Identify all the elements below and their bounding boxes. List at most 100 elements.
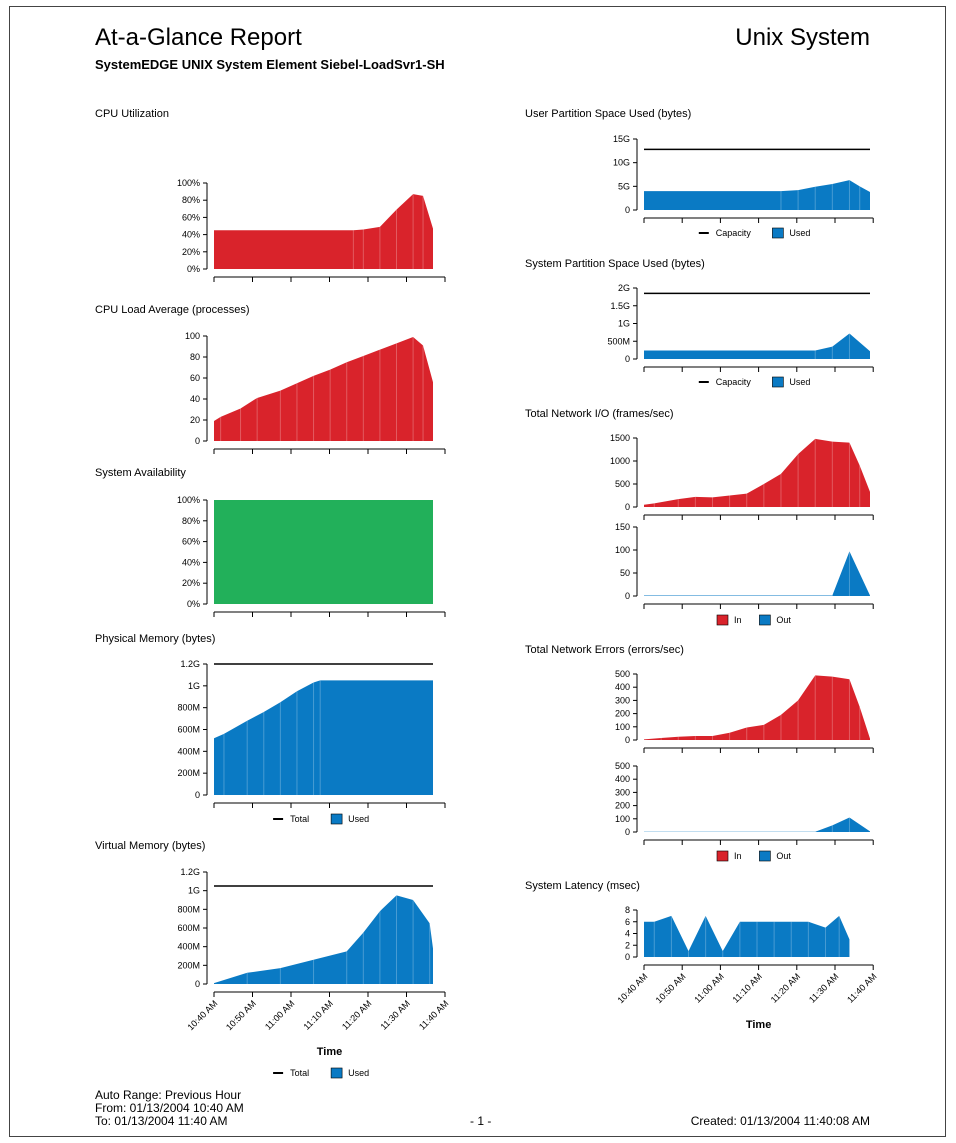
area-series	[644, 438, 870, 507]
area-series	[644, 333, 870, 359]
y-tick-label: 1500	[610, 433, 630, 443]
x-axis-title: Time	[746, 1019, 771, 1031]
y-tick-label: 600M	[177, 725, 200, 735]
legend-box-swatch	[759, 850, 771, 862]
y-tick-label: 200	[615, 709, 630, 719]
x-tick-label: 11:40 AM	[417, 998, 450, 1031]
report-frame	[9, 6, 946, 1137]
x-tick-label: 10:40 AM	[615, 971, 649, 1005]
legend-label: In	[734, 615, 742, 625]
y-tick-label: 0	[625, 952, 630, 962]
system-type: Unix System	[735, 24, 870, 51]
chart-title-latency: System Latency (msec)	[525, 880, 640, 892]
legend-box-swatch	[772, 227, 784, 239]
y-tick-label: 0	[625, 354, 630, 364]
chart-cpu-util: 0% 20% 40% 60% 80% 100%	[177, 178, 446, 282]
y-tick-label: 100%	[177, 495, 200, 505]
legend-box-swatch	[330, 1067, 343, 1079]
y-tick-label: 2	[625, 940, 630, 950]
legend-box-swatch	[772, 376, 784, 388]
area-series	[214, 895, 433, 984]
legend-label: Used	[789, 228, 810, 238]
x-tick-label: 11:40 AM	[845, 971, 878, 1004]
legend-label: In	[734, 851, 742, 861]
y-tick-label: 800M	[177, 703, 200, 713]
x-tick-label: 11:10 AM	[731, 971, 764, 1004]
y-tick-label: 400M	[177, 942, 200, 952]
y-tick-label: 300	[615, 695, 630, 705]
y-tick-label: 1G	[618, 319, 630, 329]
area-series	[214, 680, 433, 795]
area-series	[214, 194, 433, 269]
y-tick-label: 100	[615, 722, 630, 732]
legend-label: Out	[776, 615, 791, 625]
y-tick-label: 0	[195, 979, 200, 989]
chart-sys-part: 0 500M 1G 1.5G 2G Capacity Used	[607, 283, 874, 388]
y-tick-label: 60%	[182, 537, 200, 547]
area-series	[644, 551, 870, 596]
legend-label: Used	[348, 814, 369, 824]
x-tick-label: 11:00 AM	[263, 998, 296, 1031]
y-tick-label: 100%	[177, 178, 200, 188]
legend-box-swatch	[716, 614, 729, 626]
legend-box-swatch	[716, 850, 729, 862]
y-tick-label: 1G	[188, 886, 200, 896]
y-tick-label: 0	[195, 790, 200, 800]
y-tick-label: 0	[625, 735, 630, 745]
y-tick-label: 200	[615, 801, 630, 811]
y-tick-label: 0	[625, 502, 630, 512]
y-tick-label: 100	[185, 331, 200, 341]
chart-net-io-in: 0 500 1000 1500	[610, 433, 874, 520]
chart-net-err-in: 0 100 200 300 400 500	[615, 669, 874, 753]
legend-label: Used	[789, 377, 810, 387]
y-tick-label: 20%	[182, 247, 200, 257]
y-tick-label: 1.2G	[180, 867, 200, 877]
chart-title-net-io: Total Network I/O (frames/sec)	[525, 408, 674, 420]
y-tick-label: 0	[625, 205, 630, 215]
x-tick-label: 11:10 AM	[301, 998, 334, 1031]
y-tick-label: 400	[615, 774, 630, 784]
y-tick-label: 300	[615, 787, 630, 797]
y-tick-label: 1.2G	[180, 659, 200, 669]
chart-net-err-out: 0 100 200 300 400 500 In Out	[615, 761, 874, 862]
y-tick-label: 500	[615, 669, 630, 679]
chart-user-part: 0 5G 10G 15G Capacity Used	[613, 134, 874, 239]
y-tick-label: 80	[190, 352, 200, 362]
y-tick-label: 0%	[187, 599, 200, 609]
y-tick-label: 60	[190, 373, 200, 383]
y-tick-label: 200M	[177, 960, 200, 970]
chart-title-sys-part: System Partition Space Used (bytes)	[525, 258, 705, 270]
footer-range: Auto Range: Previous Hour	[95, 1088, 242, 1102]
y-tick-label: 40%	[182, 230, 200, 240]
chart-title-user-part: User Partition Space Used (bytes)	[525, 108, 692, 120]
x-tick-label: 11:30 AM	[807, 971, 840, 1004]
legend-label: Total	[290, 814, 309, 824]
chart-availability: 0% 20% 40% 60% 80% 100%	[177, 495, 446, 617]
y-tick-label: 1.5G	[610, 301, 630, 311]
y-tick-label: 4	[625, 929, 630, 939]
y-tick-label: 100	[615, 814, 630, 824]
legend-label: Total	[290, 1068, 309, 1078]
y-tick-label: 500	[615, 761, 630, 771]
chart-cpu-load: 0 20 40 60 80 100	[185, 331, 446, 454]
y-tick-label: 1G	[188, 681, 200, 691]
chart-phys-mem: 0 200M 400M 600M 800M 1G 1.2G Total Used	[177, 659, 446, 825]
area-series	[214, 500, 433, 604]
x-tick-label: 10:40 AM	[185, 998, 219, 1032]
chart-title-cpu-util: CPU Utilization	[95, 108, 169, 120]
y-tick-label: 400	[615, 682, 630, 692]
report-subtitle: SystemEDGE UNIX System Element Siebel-Lo…	[95, 57, 445, 72]
y-tick-label: 500M	[607, 336, 630, 346]
legend-label: Used	[348, 1068, 369, 1078]
y-tick-label: 100	[615, 545, 630, 555]
x-tick-label: 10:50 AM	[224, 998, 258, 1032]
footer-created: Created: 01/13/2004 11:40:08 AM	[690, 1114, 870, 1128]
y-tick-label: 1000	[610, 456, 630, 466]
legend-label: Out	[776, 851, 791, 861]
y-tick-label: 5G	[618, 181, 630, 191]
y-tick-label: 60%	[182, 212, 200, 222]
area-series	[644, 180, 870, 210]
